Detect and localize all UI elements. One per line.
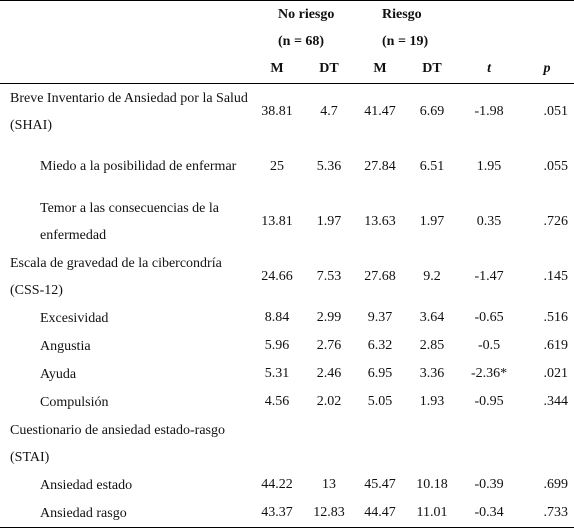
cell-dt1: 4.7 — [320, 103, 338, 119]
cell-dt2: 6.69 — [419, 103, 445, 119]
col-m-riesgo: M — [354, 55, 407, 84]
col-dt-no-riesgo: DT — [304, 55, 355, 84]
cell-m1: 13.81 — [261, 213, 293, 229]
cell-dt2: 9.2 — [423, 268, 441, 284]
table-row: Ansiedad rasgo 43.37 12.83 44.47 11.01 -… — [0, 499, 574, 528]
row-label: Ansiedad estado — [40, 477, 133, 493]
cell-m1: 25 — [270, 158, 284, 174]
cell-m1: 38.81 — [261, 103, 293, 119]
cell-t: -0.5 — [477, 338, 501, 353]
cell-p: .051 — [543, 103, 569, 119]
cell-dt1: 13 — [322, 477, 336, 492]
cell-m2: 45.47 — [364, 477, 396, 492]
cell-m1: 4.56 — [264, 394, 290, 409]
cell-p: .145 — [543, 268, 569, 284]
cell-m2: 41.47 — [364, 103, 396, 119]
cell-t: 0.35 — [476, 213, 502, 229]
cell-dt2: 3.36 — [419, 366, 445, 381]
row-label: Miedo a la posibilidad de enfermar — [40, 159, 237, 174]
group-riesgo-n: (n = 19) — [382, 33, 429, 49]
cell-t: -1.98 — [474, 103, 504, 119]
cell-m1: 24.66 — [261, 268, 293, 284]
group-header-row: No riesgo Riesgo — [0, 0, 574, 28]
cell-p: .516 — [543, 310, 569, 325]
cell-dt1: 7.53 — [316, 268, 342, 284]
cell-t: -0.65 — [474, 310, 504, 325]
cell-m2: 13.63 — [364, 213, 396, 229]
cell-m1: 5.96 — [264, 338, 290, 353]
cell-p: .021 — [543, 366, 569, 381]
row-label: Compulsión — [40, 394, 109, 410]
col-p: p — [520, 55, 574, 84]
cell-t: -0.34 — [458, 499, 521, 528]
table-row: Escala de gravedad de la cibercondría (C… — [0, 249, 574, 304]
table-row: Angustia 5.96 2.76 6.32 2.85 -0.5 .619 — [0, 332, 574, 360]
cell-p: .699 — [543, 477, 569, 492]
cell-dt2: 10.18 — [416, 477, 448, 492]
group-n-row: (n = 68) (n = 19) — [0, 28, 574, 55]
cell-m1: 8.84 — [264, 310, 290, 325]
cell-dt1: 12.83 — [304, 499, 355, 528]
cell-m2: 44.47 — [354, 499, 407, 528]
cell-dt1: 5.36 — [316, 158, 342, 174]
cell-m1: 44.22 — [261, 477, 293, 492]
table-row: Ansiedad estado 44.22 13 45.47 10.18 -0.… — [0, 471, 574, 499]
row-label: Escala de gravedad de la cibercondría (C… — [10, 255, 222, 298]
row-label: Temor a las consecuencias de la enfermed… — [40, 200, 219, 243]
cell-m2: 27.68 — [364, 268, 396, 284]
cell-dt2: 6.51 — [419, 158, 445, 174]
cell-dt2: 1.97 — [419, 213, 445, 229]
cell-t: -0.95 — [474, 394, 504, 409]
group-no-riesgo-n: (n = 68) — [278, 33, 325, 49]
row-label: Excesividad — [40, 310, 109, 326]
cell-t: -2.36* — [470, 366, 508, 381]
row-label: Angustia — [40, 338, 91, 354]
cell-dt1: 2.02 — [316, 394, 342, 409]
cell-p: .726 — [543, 213, 569, 229]
cell-m2: 9.37 — [367, 310, 393, 325]
table-row: Excesividad 8.84 2.99 9.37 3.64 -0.65 .5… — [0, 304, 574, 332]
blank-cell — [0, 0, 250, 28]
cell-dt1: 2.46 — [316, 366, 342, 381]
table-row: Ayuda 5.31 2.46 6.95 3.36 -2.36* .021 — [0, 360, 574, 388]
cell-t: 1.95 — [476, 158, 502, 174]
cell-m2: 6.32 — [367, 338, 393, 353]
table-row: Miedo a la posibilidad de enfermar 25 5.… — [0, 139, 574, 194]
cell-p: .733 — [520, 499, 574, 528]
table-row: Compulsión 4.56 2.02 5.05 1.93 -0.95 .34… — [0, 388, 574, 416]
cell-dt2: 3.64 — [419, 310, 445, 325]
group-no-riesgo-label: No riesgo — [250, 0, 355, 28]
row-label: Breve Inventario de Ansiedad por la Salu… — [10, 90, 248, 133]
col-dt-riesgo: DT — [406, 55, 459, 84]
cell-dt2: 2.85 — [419, 338, 445, 353]
cell-dt1: 2.99 — [316, 310, 342, 325]
group-riesgo-label: Riesgo — [354, 0, 459, 28]
cell-dt2: 11.01 — [406, 499, 459, 528]
row-label: Ansiedad rasgo — [0, 499, 250, 528]
col-t: t — [458, 55, 521, 84]
cell-p: .344 — [543, 394, 569, 409]
table-row: Temor a las consecuencias de la enfermed… — [0, 194, 574, 249]
cell-t: -0.39 — [474, 477, 504, 492]
cell-dt1: 2.76 — [316, 338, 342, 353]
cell-p: .055 — [543, 158, 569, 174]
cell-p: .619 — [543, 338, 569, 353]
cell-dt2: 1.93 — [419, 394, 445, 409]
table-row: Cuestionario de ansiedad estado-rasgo (S… — [0, 416, 574, 471]
cell-m2: 6.95 — [367, 366, 393, 381]
cell-m2: 5.05 — [367, 394, 393, 409]
cell-m1: 43.37 — [250, 499, 304, 528]
cell-t: -1.47 — [474, 268, 504, 284]
cell-m1: 5.31 — [264, 366, 290, 381]
row-label: Ayuda — [40, 366, 77, 382]
column-header-row: M DT M DT t p — [0, 55, 574, 84]
table-row: Breve Inventario de Ansiedad por la Salu… — [0, 84, 574, 140]
cell-dt1: 1.97 — [316, 213, 342, 229]
col-m-no-riesgo: M — [250, 55, 304, 84]
cell-m2: 27.84 — [364, 158, 396, 174]
row-label: Cuestionario de ansiedad estado-rasgo (S… — [10, 422, 225, 465]
